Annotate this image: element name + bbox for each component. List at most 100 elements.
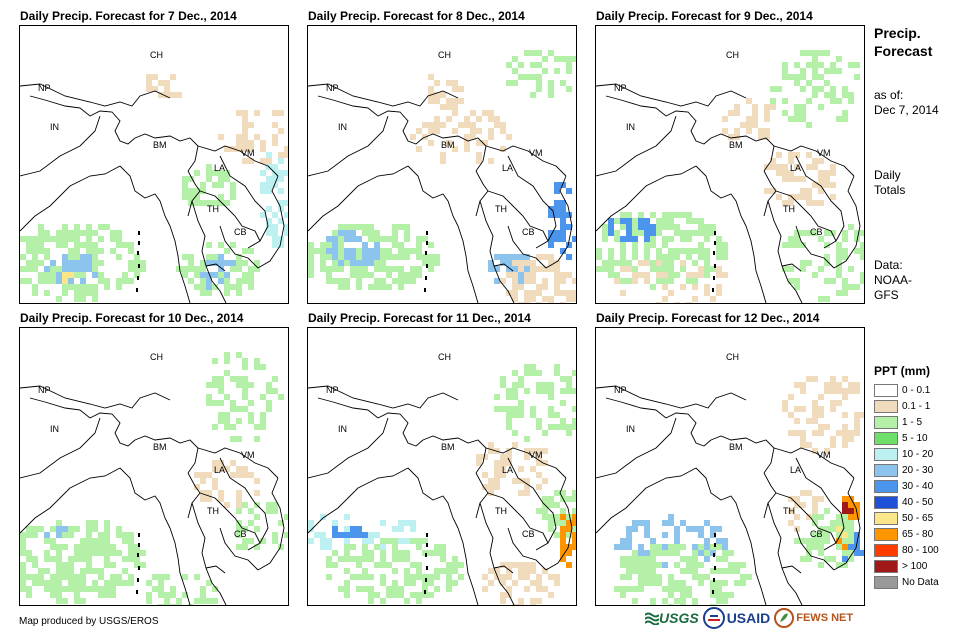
country-border (507, 527, 547, 571)
precip-cell (260, 424, 266, 430)
precip-cell (572, 56, 576, 62)
precip-cell (836, 260, 842, 266)
precip-cell (506, 418, 512, 424)
precip-cell (656, 562, 662, 568)
precip-cell (320, 514, 326, 520)
precip-cell (56, 586, 62, 592)
country-border (134, 133, 199, 172)
country-border (367, 409, 424, 447)
precip-cell (422, 236, 428, 242)
precip-cell (86, 290, 92, 296)
precip-cell (818, 50, 824, 56)
precip-cell (572, 296, 576, 302)
precip-cell (86, 254, 92, 260)
precip-cell (92, 260, 98, 266)
country-border (457, 527, 479, 605)
precip-cell (572, 520, 576, 526)
precip-cell (494, 254, 500, 260)
island-mark (138, 566, 140, 570)
precip-cell (188, 254, 194, 260)
precip-cell (44, 580, 50, 586)
precip-cell (560, 520, 566, 526)
precip-cell (848, 388, 854, 394)
precip-cell (638, 224, 644, 230)
precip-cell (248, 140, 254, 146)
precip-cell (368, 248, 374, 254)
country-label-cb: CB (810, 529, 823, 539)
precip-cell (716, 592, 722, 598)
precip-cell (386, 236, 392, 242)
precip-cell (416, 568, 422, 574)
precip-cell (62, 284, 68, 290)
precip-cell (74, 254, 80, 260)
island-mark (426, 241, 428, 245)
precip-cell (182, 592, 188, 598)
precip-cell (410, 562, 416, 568)
precip-cell (644, 224, 650, 230)
legend-label: 0.1 - 1 (902, 400, 931, 412)
precip-cell (680, 230, 686, 236)
precip-cell (710, 526, 716, 532)
precip-cell (44, 568, 50, 574)
precip-cell (710, 586, 716, 592)
precip-cell (554, 200, 560, 206)
precip-cell (380, 520, 386, 526)
precip-cell (542, 284, 548, 290)
precip-cell (650, 284, 656, 290)
precip-cell (488, 158, 494, 164)
panel-title-dec9: Daily Precip. Forecast for 9 Dec., 2014 (596, 9, 813, 23)
precip-cell (110, 562, 116, 568)
precip-cell (566, 242, 572, 248)
precip-cell (734, 568, 740, 574)
precip-cell (230, 376, 236, 382)
precip-cell (74, 544, 80, 550)
precip-cell (512, 80, 518, 86)
precip-cell (188, 194, 194, 200)
precip-cell (812, 92, 818, 98)
precip-cell (692, 296, 698, 302)
legend-item: 0.1 - 1 (874, 398, 939, 414)
precip-cell (566, 68, 572, 74)
precip-cell (20, 254, 26, 260)
precip-cell (662, 260, 668, 266)
precip-cell (572, 532, 576, 538)
precip-cell (518, 598, 524, 604)
country-border (20, 83, 171, 107)
precip-cell (716, 568, 722, 574)
precip-cell (812, 538, 818, 544)
precip-cell (26, 556, 32, 562)
precip-cell (818, 62, 824, 68)
precip-cell (704, 290, 710, 296)
precip-cell (386, 248, 392, 254)
precip-cell (56, 562, 62, 568)
precip-cell (74, 296, 80, 302)
precip-cell (236, 418, 242, 424)
precip-cell (812, 62, 818, 68)
precip-cell (224, 146, 230, 152)
precip-cell (650, 236, 656, 242)
precip-cell (554, 236, 560, 242)
precip-cell (476, 128, 482, 134)
precip-cell (326, 266, 332, 272)
precip-cell (848, 532, 854, 538)
precip-cell (74, 272, 80, 278)
precip-cell (164, 80, 170, 86)
precip-cell (716, 290, 722, 296)
precip-cell (350, 236, 356, 242)
precip-cell (632, 242, 638, 248)
precip-cell (512, 272, 518, 278)
precip-cell (650, 604, 656, 605)
country-border (317, 95, 369, 109)
precip-cell (812, 508, 818, 514)
precip-cell (446, 80, 452, 86)
precip-cell (374, 278, 380, 284)
precip-cell (488, 266, 494, 272)
precip-cell (722, 254, 728, 260)
precip-cell (542, 478, 548, 484)
precip-cell (818, 74, 824, 80)
precip-cell (728, 134, 734, 140)
precip-cell (572, 290, 576, 296)
precip-cell (698, 242, 704, 248)
precip-cell (206, 394, 212, 400)
precip-cell (212, 478, 218, 484)
